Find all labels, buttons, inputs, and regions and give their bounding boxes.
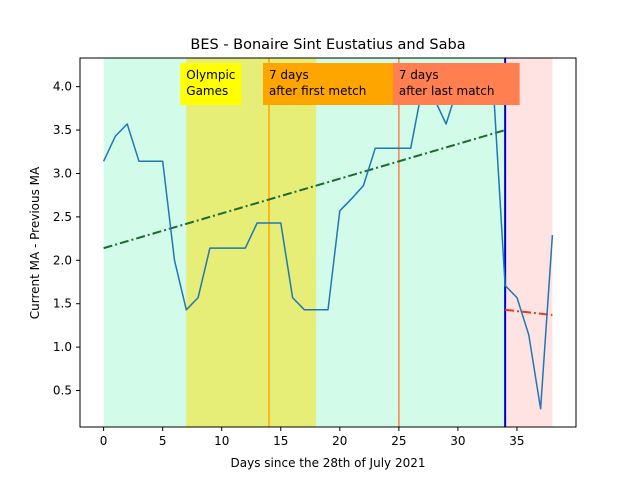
y-tick-label-1: 1.0	[53, 340, 72, 354]
annotation-text-2-0: 7 days	[399, 68, 439, 82]
x-tick-label-2: 10	[214, 434, 229, 448]
x-tick-label-5: 25	[391, 434, 406, 448]
x-tick-label-7: 35	[509, 434, 524, 448]
annotation-text-1-1: after first metch	[269, 84, 366, 98]
x-tick-label-3: 15	[273, 434, 288, 448]
annotation-text-1-0: 7 days	[269, 68, 309, 82]
annotation-text-0-0: Olympic	[186, 68, 235, 82]
annotation-1: 7 days after first metch	[262, 63, 398, 105]
y-tick-label-3: 2.0	[53, 253, 72, 267]
shaded-regions	[103, 58, 553, 427]
shaded-region-1	[186, 58, 317, 427]
annotation-box-2	[392, 63, 520, 105]
x-tick-label-4: 20	[332, 434, 347, 448]
trend-line-1	[505, 308, 553, 316]
annotation-box-1	[262, 63, 398, 105]
y-tick-label-7: 4.0	[53, 80, 72, 94]
y-tick-label-4: 2.5	[53, 210, 72, 224]
annotation-text-2-1: after last match	[399, 84, 495, 98]
y-tick-label-2: 1.5	[53, 297, 72, 311]
x-tick-label-6: 30	[450, 434, 465, 448]
x-axis-label: Days since the 28th of July 2021	[231, 456, 426, 470]
event-lines	[268, 58, 507, 427]
x-tick-label-1: 5	[159, 434, 167, 448]
annotation-box-0	[180, 63, 242, 105]
y-axis-ticks: 0.5 1.0 1.5 2.0 2.5 3.0 3.5 4.0	[53, 80, 80, 398]
y-tick-label-0: 0.5	[53, 384, 72, 398]
annotation-2: 7 days after last match	[392, 63, 520, 105]
annotation-0: Olympic Games	[180, 63, 242, 105]
y-tick-label-6: 3.5	[53, 123, 72, 137]
shaded-region-2	[505, 58, 553, 427]
x-axis-ticks: 0 5 10 15 20 25 30 35	[100, 427, 525, 448]
plot-frame	[79, 57, 577, 428]
x-tick-label-0: 0	[100, 434, 108, 448]
annotation-text-0-1: Games	[186, 84, 228, 98]
y-tick-label-5: 3.0	[53, 166, 72, 180]
y-axis-label: Current MA - Previous MA	[28, 166, 42, 319]
chart-title: BES - Bonaire Sint Eustatius and Saba	[190, 37, 465, 53]
